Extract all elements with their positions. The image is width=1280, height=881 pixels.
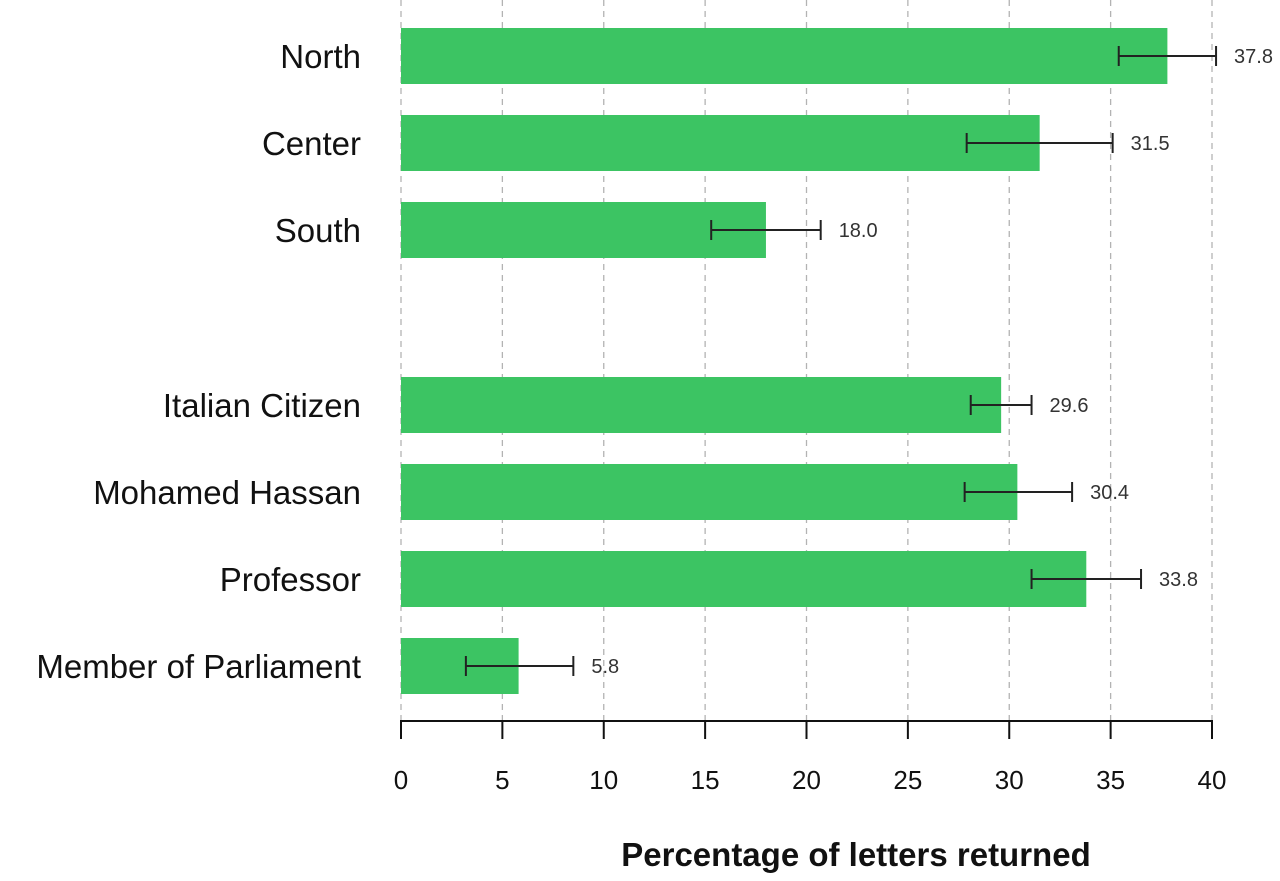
category-label-center: Center [262,125,361,162]
error-bar-member-of-parliament [464,656,575,676]
error-bars [464,46,1218,676]
bar-italian-citizen [401,377,1002,433]
x-tick-label-15: 15 [691,765,720,795]
data-label-south: 18.0 [839,220,878,242]
error-bar-mohamed-hassan [963,482,1074,502]
data-label-member-of-parliament: 5.8 [591,656,619,678]
x-tick-label-40: 40 [1198,765,1227,795]
x-tick-label-35: 35 [1096,765,1125,795]
gridlines [400,0,1213,721]
error-bar-north [1117,46,1218,66]
x-tick-label-25: 25 [893,765,922,795]
data-label-center: 31.5 [1131,133,1170,155]
error-bar-professor [1030,569,1143,589]
category-label-north: North [280,38,361,75]
x-tick-label-0: 0 [394,765,408,795]
bar-south [401,202,766,258]
error-bar-italian-citizen [969,395,1033,415]
bar-north [401,28,1168,84]
data-label-professor: 33.8 [1159,569,1198,591]
x-axis-title: Percentage of letters returned [621,836,1090,873]
x-tick-label-30: 30 [995,765,1024,795]
category-label-mohamed-hassan: Mohamed Hassan [93,474,361,511]
data-label-north: 37.8 [1234,46,1273,68]
x-axis: 0 5 10 15 20 25 30 35 40 [394,720,1227,795]
x-tick-label-20: 20 [792,765,821,795]
category-label-south: South [275,212,361,249]
category-label-italian-citizen: Italian Citizen [163,387,361,424]
error-bar-south [710,220,822,240]
error-bar-center [965,133,1114,153]
category-label-professor: Professor [220,561,361,598]
category-label-member-of-parliament: Member of Parliament [36,648,361,685]
data-label-mohamed-hassan: 30.4 [1090,482,1129,504]
x-tick-label-10: 10 [589,765,618,795]
data-label-italian-citizen: 29.6 [1050,395,1089,417]
bar-professor [401,551,1087,607]
bar-mohamed-hassan [401,464,1018,520]
bars [401,28,1168,694]
bar-center [401,115,1040,171]
category-labels: North Center South Italian Citizen Mohamed H… [36,38,361,685]
data-labels: 37.8 31.5 18.0 29.6 30.4 33.8 5.8 [591,46,1273,678]
x-tick-label-5: 5 [495,765,509,795]
